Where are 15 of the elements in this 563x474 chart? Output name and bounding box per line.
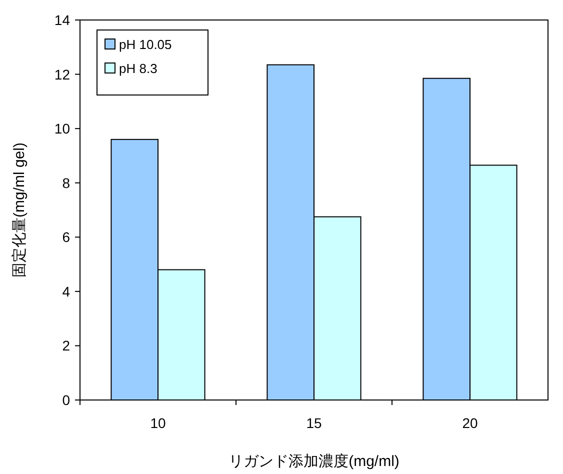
x-axis-title: リガンド添加濃度(mg/ml) — [228, 453, 400, 470]
y-tick-label: 6 — [62, 229, 70, 246]
y-tick-label: 14 — [54, 12, 70, 28]
legend-label: pH 10.05 — [119, 37, 172, 52]
x-tick-label: 10 — [150, 415, 166, 431]
x-tick-label: 20 — [462, 415, 478, 431]
y-tick-label: 4 — [62, 283, 70, 300]
y-tick-label: 2 — [62, 338, 70, 354]
y-tick-label: 12 — [54, 66, 70, 82]
y-axis-title: 固定化量(mg/ml gel) — [11, 142, 28, 278]
legend-label: pH 8.3 — [119, 61, 158, 76]
y-tick-label: 8 — [62, 174, 70, 191]
x-tick-label: 15 — [306, 415, 322, 431]
y-tick-label: 0 — [62, 392, 70, 408]
y-tick-label: 10 — [54, 120, 70, 137]
